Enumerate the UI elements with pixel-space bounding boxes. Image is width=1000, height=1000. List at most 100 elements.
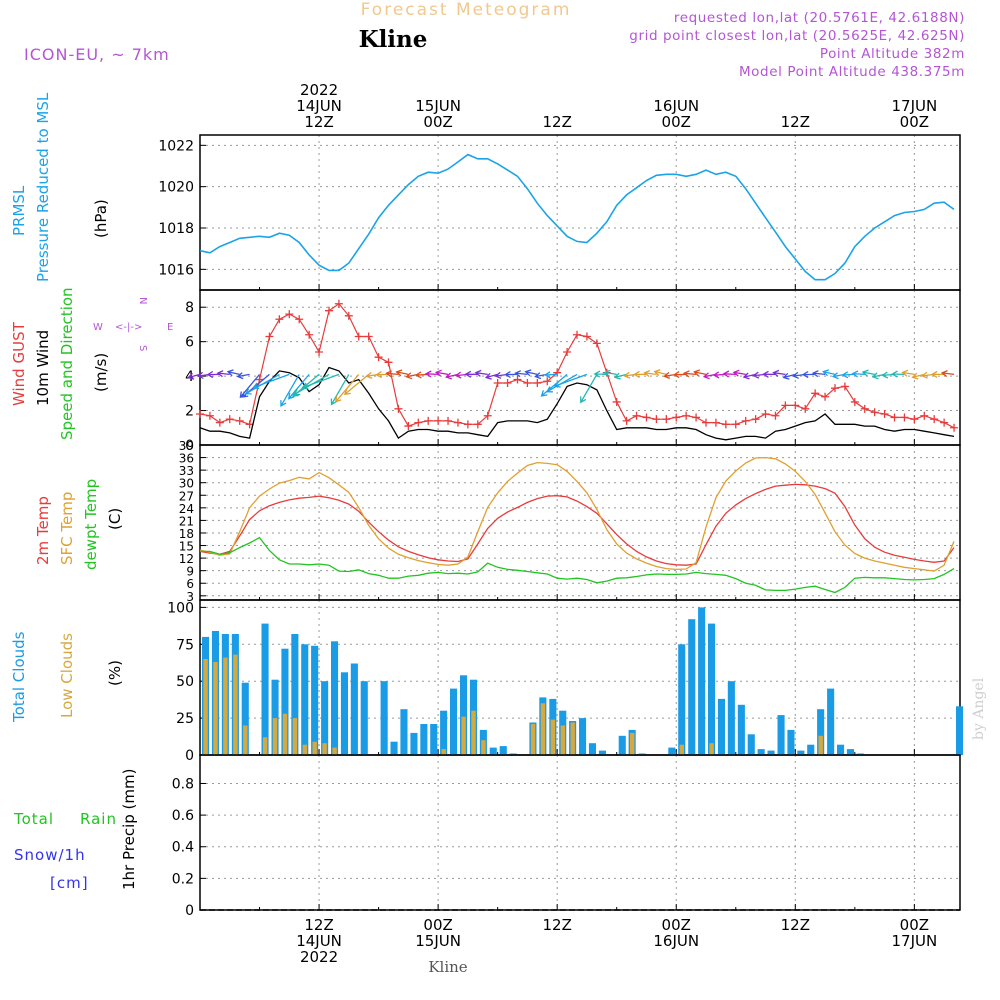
gust-point <box>692 413 701 422</box>
temp-ytick-label: 15 <box>179 540 194 554</box>
wind-direction-arrow <box>782 372 796 380</box>
low-cloud-bar <box>243 725 248 755</box>
total-cloud-bar <box>777 715 785 755</box>
total-cloud-bar <box>271 679 279 755</box>
total-cloud-bar <box>350 663 358 755</box>
wind-ytick-label: 2 <box>185 404 194 420</box>
pressure-ytick-label: 1018 <box>158 221 194 237</box>
wind-direction-arrow <box>930 370 945 378</box>
compass-e: E <box>167 322 173 333</box>
gust-line <box>199 302 955 429</box>
gust-point <box>235 416 244 425</box>
gust-point <box>682 411 691 420</box>
wind-direction-arrow <box>881 371 895 379</box>
bottom-time-label: 00Z <box>423 916 452 934</box>
compass-w: W <box>93 322 103 333</box>
tsfc-line <box>199 456 955 572</box>
precip-ytick-label: 0 <box>185 903 194 919</box>
gust-point <box>563 348 572 356</box>
wind-direction-arrow <box>330 374 350 406</box>
gust-point <box>612 397 621 406</box>
gust-point <box>374 353 383 362</box>
footer-location: Kline <box>428 958 467 976</box>
bottom-time-label: 16JUN <box>653 932 699 950</box>
gust-point <box>771 411 780 420</box>
wind-direction-arrow <box>385 370 399 378</box>
total-cloud-bar <box>410 732 418 755</box>
gust-point <box>434 416 443 425</box>
gust-point <box>295 315 304 324</box>
pressure-panel: 1016 1018 1020 1022 <box>158 134 961 291</box>
wind-direction-arrow <box>301 373 340 390</box>
wind-direction-arrow <box>206 370 220 379</box>
top-time-label: 12Z <box>304 113 333 131</box>
bottom-time-label: 12Z <box>781 916 810 934</box>
wind-direction-arrow <box>280 374 300 407</box>
low-cloud-bar <box>481 740 486 755</box>
total-cloud-bar <box>688 619 696 755</box>
low-cloud-bar <box>530 724 536 755</box>
bottom-time-label: 12Z <box>542 916 571 934</box>
top-time-label: 12Z <box>781 113 810 131</box>
wind-direction-arrow <box>732 369 746 377</box>
precip-label-cm: [cm] <box>50 874 89 892</box>
temp-ytick-label: 12 <box>179 552 194 566</box>
gust-point <box>463 420 472 429</box>
low-cloud-bar <box>560 725 565 755</box>
bottom-time-label: 00Z <box>662 916 691 934</box>
total-cloud-bar <box>261 623 269 755</box>
wind-direction-arrow <box>334 373 360 403</box>
total-cloud-bar <box>747 734 755 755</box>
temp-ytick-label: 33 <box>179 464 194 478</box>
pressure-label-a: PRMSL <box>10 185 28 236</box>
compass-s: S <box>137 345 148 351</box>
precip-ytick-label: 0.2 <box>172 871 194 887</box>
wind-direction-arrow <box>287 373 310 400</box>
gust-point <box>850 397 859 406</box>
total-cloud-bar <box>708 623 716 755</box>
wind-direction-arrow <box>841 371 855 379</box>
top-time-label: 15JUN <box>415 97 461 115</box>
temp-ytick-label: 18 <box>179 527 194 541</box>
gust-point <box>870 408 879 417</box>
gust-point <box>404 422 413 431</box>
low-cloud-bar <box>441 749 446 755</box>
wind-label-10m: 10m Wind <box>34 330 52 406</box>
gust-point <box>821 392 830 401</box>
top-time-label: 17JUN <box>892 97 938 115</box>
gust-point <box>930 415 939 424</box>
wind-direction-arrow <box>653 369 667 377</box>
precip-ytick-label: 0.6 <box>172 808 194 824</box>
gust-point <box>652 415 661 424</box>
bottom-time-label: 15JUN <box>415 932 461 950</box>
low-cloud-bar <box>461 716 466 755</box>
low-cloud-bar <box>262 737 268 755</box>
wind-direction-arrow <box>187 372 201 380</box>
wind-direction-arrow <box>216 370 230 378</box>
temp-ytick-label: 36 <box>179 452 194 466</box>
gust-point <box>444 416 453 425</box>
low-cloud-bar <box>540 703 546 755</box>
wind-label-gust: Wind GUST <box>10 321 28 406</box>
gust-point <box>662 415 671 424</box>
top-time-label: 00Z <box>900 113 929 131</box>
wind-direction-arrow <box>514 370 528 378</box>
top-time-label: 00Z <box>423 113 452 131</box>
total-cloud-bar <box>717 698 725 755</box>
temp-ytick-label: 30 <box>179 477 194 491</box>
total-cloud-bar <box>698 607 706 755</box>
wind-direction-arrow <box>593 370 607 378</box>
wind-unit: (m/s) <box>92 353 110 392</box>
low-cloud-bar <box>223 657 228 755</box>
wind-direction-arrow <box>811 370 826 378</box>
temp-label-dewpt: dewpt Temp <box>82 479 100 570</box>
low-cloud-bar <box>818 735 823 755</box>
gust-point <box>840 382 849 391</box>
wind-direction-arrow <box>901 369 915 377</box>
wind-direction-arrow <box>524 369 538 377</box>
low-cloud-bar <box>292 718 298 755</box>
wind-direction-arrow <box>722 370 736 378</box>
gust-point <box>741 416 750 425</box>
dewpt-line <box>200 536 955 594</box>
